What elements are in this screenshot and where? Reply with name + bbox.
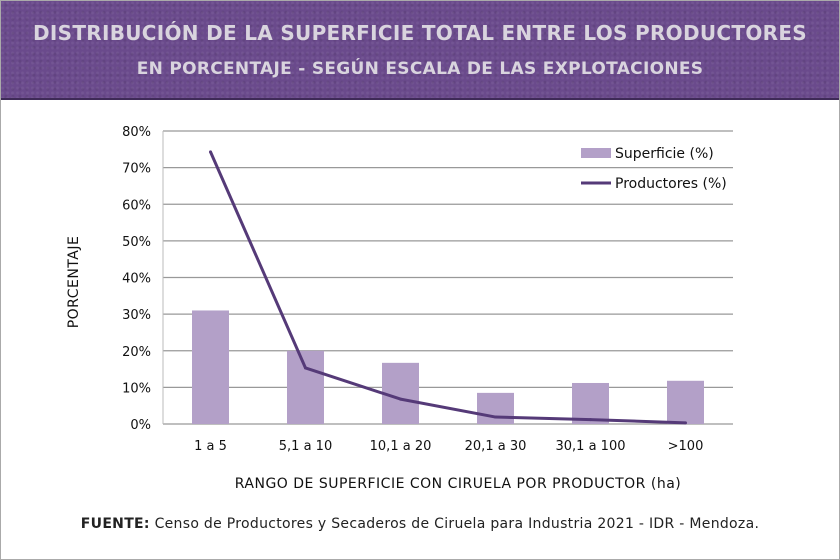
title-banner: DISTRIBUCIÓN DE LA SUPERFICIE TOTAL ENTR… <box>1 1 839 100</box>
y-tick-label: 40% <box>122 272 151 287</box>
line-point-3 <box>494 415 497 419</box>
y-tick-label: 80% <box>122 125 151 140</box>
y-axis-label: PORCENTAJE <box>66 236 82 329</box>
bar-3 <box>477 392 514 424</box>
bar-2 <box>382 362 419 424</box>
line-point-0 <box>209 150 212 154</box>
y-tick-label: 60% <box>122 198 151 213</box>
line-point-2 <box>399 397 402 401</box>
y-tick-label: 70% <box>122 162 151 177</box>
y-tick-label: 50% <box>122 235 151 250</box>
legend: Superficie (%) Productores (%) <box>581 146 727 192</box>
legend-productores: Productores (%) <box>615 176 727 192</box>
x-tick-label: >100 <box>668 439 704 454</box>
x-tick-label: 20,1 a 30 <box>465 439 527 454</box>
productores-line <box>209 151 686 425</box>
x-axis-label: RANGO DE SUPERFICIE CON CIRUELA POR PROD… <box>235 476 681 492</box>
y-tick-label: 20% <box>122 345 151 360</box>
legend-superficie: Superficie (%) <box>615 146 714 162</box>
chart-title: DISTRIBUCIÓN DE LA SUPERFICIE TOTAL ENTR… <box>32 21 808 45</box>
y-tick-label: 30% <box>122 308 151 323</box>
y-tick-label: 10% <box>122 381 151 396</box>
source-label: FUENTE: <box>80 516 150 532</box>
source-note: FUENTE: Censo de Productores y Secaderos… <box>0 516 840 532</box>
x-tick-label: 30,1 a 100 <box>556 439 626 454</box>
source-text: Censo de Productores y Secaderos de Ciru… <box>149 516 760 532</box>
line-point-1 <box>304 366 307 370</box>
chart-subtitle: EN PORCENTAJE - SEGÚN ESCALA DE LAS EXPL… <box>136 59 704 79</box>
bar-4 <box>572 382 609 424</box>
line-point-5 <box>684 421 687 425</box>
legend-bar-swatch <box>581 148 611 158</box>
line-point-4 <box>589 418 592 422</box>
x-tick-label: 10,1 a 20 <box>370 439 432 454</box>
y-tick-label: 0% <box>130 418 151 433</box>
bar-5 <box>667 380 704 424</box>
bar-1 <box>287 350 324 424</box>
x-tick-label: 1 a 5 <box>194 439 227 454</box>
x-tick-label: 5,1 a 10 <box>279 439 332 454</box>
bar-0 <box>192 310 229 424</box>
